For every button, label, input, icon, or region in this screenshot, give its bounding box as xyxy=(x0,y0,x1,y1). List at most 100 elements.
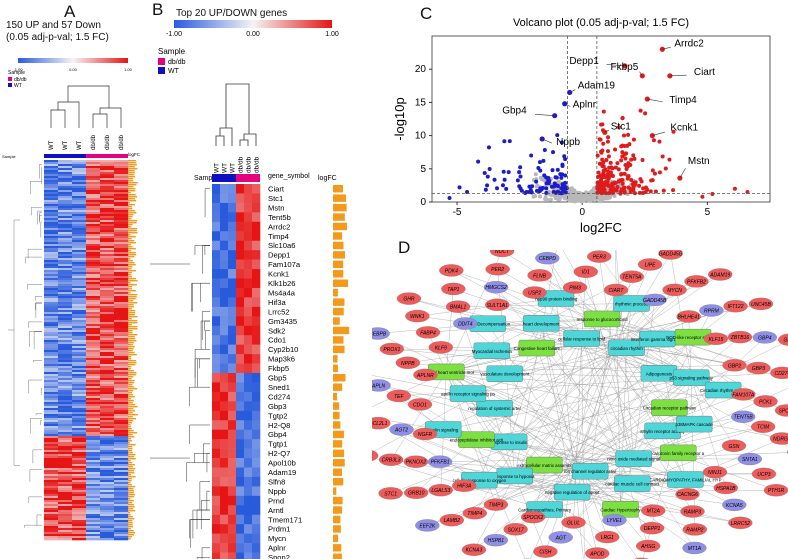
panel-a-logfc-bar xyxy=(128,504,134,506)
panel-a-heatmap-cell xyxy=(114,454,129,457)
panel-a-heatmap-cell xyxy=(114,532,129,535)
panel-b-heatmap-cell xyxy=(220,373,229,383)
volcano-point-up xyxy=(624,167,629,172)
panel-a-heatmap-cell xyxy=(44,198,59,201)
panel-b-heatmap-cell xyxy=(244,543,253,553)
panel-a-heatmap-cell xyxy=(58,202,73,205)
panel-b-heatmap-cell xyxy=(220,495,229,506)
panel-a-heatmap-cell xyxy=(86,194,101,197)
panel-a-heatmap-cell xyxy=(72,180,87,183)
pathway-node: cardiac muscle cell contract xyxy=(605,475,660,492)
volcano-point-up xyxy=(618,191,623,196)
panel-a-heatmap-cell xyxy=(100,238,115,241)
gene-node-label: TIMP3 xyxy=(489,503,504,509)
gene-node-label: TEF xyxy=(394,394,404,400)
panel-a-logfc-bar xyxy=(128,320,138,322)
panel-a-heatmap-cell xyxy=(114,340,129,343)
pathway-node-label: endopeptidase inhibitor acti xyxy=(450,438,503,443)
panel-a-heatmap-cell xyxy=(114,196,129,199)
panel-a-heatmap-cell xyxy=(58,388,73,391)
panel-b-sample-bar-cell xyxy=(228,174,236,182)
panel-a-heatmap-cell xyxy=(72,472,87,475)
panel-a-heatmap-cell xyxy=(114,350,129,353)
panel-a-heatmap-cell xyxy=(100,422,115,425)
volcano-point-up xyxy=(657,170,662,175)
panel-a-heatmap-cell xyxy=(86,404,101,407)
pathway-node-box xyxy=(614,475,651,492)
panel-a-heatmap-cell xyxy=(100,272,115,275)
gene-node-ellipse xyxy=(637,258,663,271)
panel-a-heatmap-cell xyxy=(86,222,101,225)
volcano-point-down xyxy=(555,133,560,138)
volcano-gene-label: Depp1 xyxy=(569,56,599,67)
panel-a-logfc-bar xyxy=(128,302,138,304)
panel-a-heatmap-cell xyxy=(44,446,59,449)
panel-b-heatmap-cell xyxy=(212,287,221,298)
panel-a-heatmap-cell xyxy=(114,434,129,437)
volcano-point-down xyxy=(558,172,563,177)
volcano-point-down xyxy=(562,154,567,159)
volcano-point-down xyxy=(518,165,523,170)
panel-a-scale-tick: -1.00 xyxy=(13,67,23,72)
panel-a-heatmap-cell xyxy=(58,174,73,177)
volcano-gene-label: Mstn xyxy=(688,156,710,167)
dendrogram-branch xyxy=(33,360,42,363)
panel-a-heatmap-cell xyxy=(58,206,73,209)
gene-node: EEF2K xyxy=(415,519,440,532)
panel-a-heatmap-cell xyxy=(86,500,101,503)
gene-node-label: PER3 xyxy=(593,255,606,261)
panel-a-heatmap-cell xyxy=(72,390,87,393)
panel-b-heatmap-cell xyxy=(228,354,237,364)
panel-a-heatmap-cell xyxy=(86,468,101,471)
panel-b-title: Top 20 UP/DOWN genes xyxy=(176,8,288,19)
volcano-x-axis-label: log2FC xyxy=(580,220,622,235)
panel-a-heatmap-cell xyxy=(86,498,101,501)
panel-a-heatmap-cell xyxy=(100,192,115,195)
panel-b-heatmap-cell xyxy=(252,524,261,534)
panel-a-heatmap-cell xyxy=(114,374,129,377)
panel-a-heatmap-cell xyxy=(86,286,101,289)
gene-node-ellipse xyxy=(413,368,438,382)
dendrogram-branch xyxy=(92,113,108,128)
dendrogram-branch xyxy=(99,107,122,128)
panel-a-heatmap-cell xyxy=(58,350,73,353)
gene-node-ellipse xyxy=(372,450,379,462)
panel-b-heatmap-cell xyxy=(252,231,261,241)
pathway-node-box xyxy=(458,431,495,448)
panel-a-logfc-bar xyxy=(128,244,131,246)
panel-b-logfc-bar xyxy=(333,392,338,401)
panel-a-heatmap-cell xyxy=(114,534,129,537)
panel-a-heatmap-cell xyxy=(58,284,73,287)
gene-node-label: TAP1 xyxy=(447,287,459,293)
panel-a-heatmap-cell xyxy=(86,218,101,221)
panel-b-heatmap-cell xyxy=(212,505,221,516)
volcano-point-down xyxy=(560,163,565,168)
panel-a-heatmap-cell xyxy=(100,410,115,413)
panel-a-logfc-bar xyxy=(128,470,134,472)
dendrogram-branch xyxy=(189,519,210,539)
panel-a-letter: A xyxy=(64,2,76,21)
panel-b-heatmap-cell xyxy=(252,533,261,544)
panel-a-heatmap-cell xyxy=(72,206,87,209)
panel-b-heatmap-cell xyxy=(220,382,229,393)
gene-node: TENT5B xyxy=(731,410,756,423)
panel-a-heatmap-cell xyxy=(44,494,59,497)
panel-a-heatmap-cell xyxy=(86,496,101,499)
network-edge xyxy=(509,441,686,480)
gene-node-ellipse xyxy=(587,250,612,263)
panel-a-heatmap-cell xyxy=(72,290,87,293)
panel-a-heatmap-cell xyxy=(44,178,59,181)
gene-node: FLNB xyxy=(527,269,552,282)
panel-a-heatmap-cell xyxy=(72,232,87,235)
panel-a-logfc-bar xyxy=(128,444,136,446)
gene-node: RAMP2 xyxy=(682,523,707,536)
panel-a-heatmap-cell xyxy=(58,384,73,387)
panel-a-heatmap-cell xyxy=(58,436,73,439)
panel-a-heatmap-cell xyxy=(86,480,101,483)
panel-a-heatmap-cell xyxy=(44,300,59,303)
panel-a-heatmap-cell xyxy=(44,232,59,235)
pathway-node-label: negative regulation of apopt xyxy=(545,490,600,495)
panel-a-heatmap-cell xyxy=(114,484,129,487)
panel-b-heatmap-cell xyxy=(212,202,221,213)
volcano-point-down xyxy=(541,158,546,163)
